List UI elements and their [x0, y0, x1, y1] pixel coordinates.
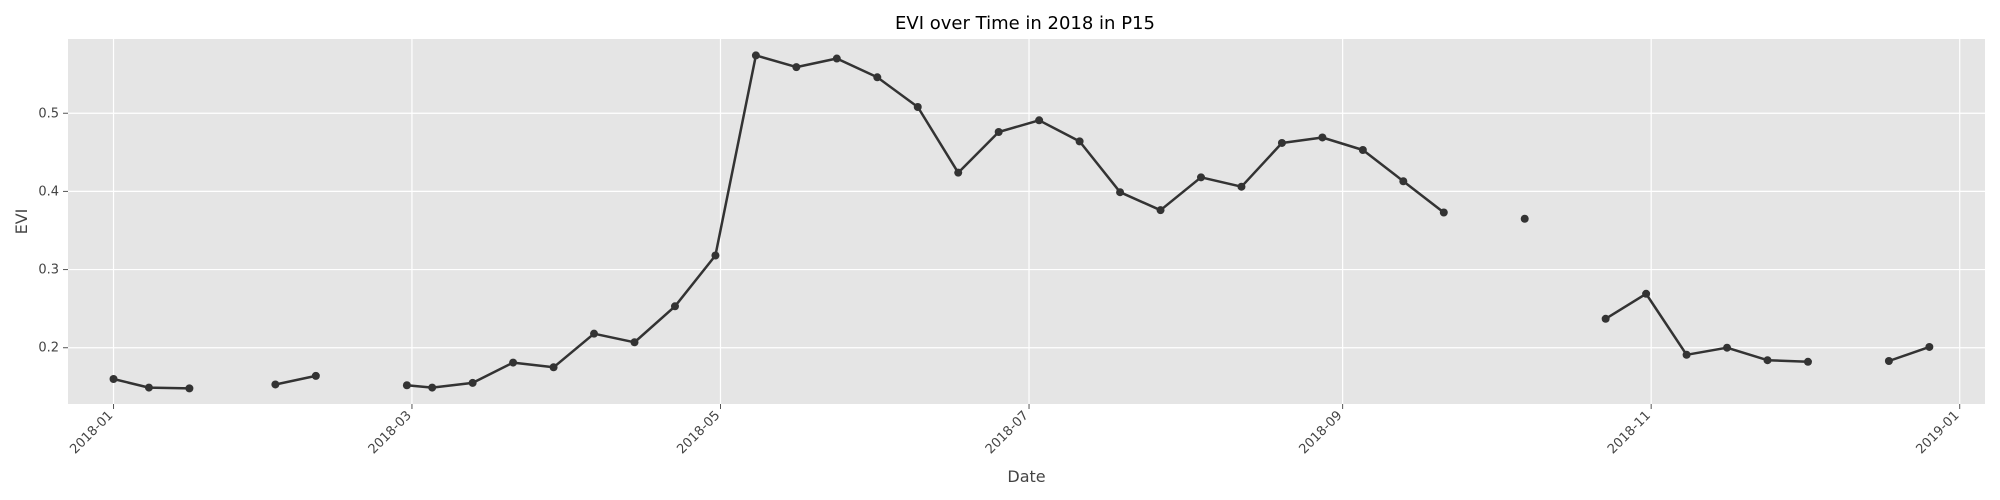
data-point	[792, 63, 801, 72]
data-point	[428, 383, 437, 392]
data-point	[670, 302, 679, 311]
data-point	[1763, 356, 1772, 365]
data-point	[1399, 177, 1408, 186]
data-point	[402, 381, 411, 390]
data-point	[1601, 314, 1610, 323]
data-point	[1156, 206, 1165, 215]
data-point	[1884, 357, 1893, 366]
data-point	[468, 378, 477, 387]
series-line	[275, 374, 317, 386]
evi-series	[109, 51, 1934, 393]
data-point	[1277, 138, 1286, 147]
data-point	[1925, 342, 1934, 351]
series-line	[1604, 292, 1809, 364]
data-point	[185, 384, 194, 393]
y-axis-label: EVI	[12, 209, 31, 235]
x-axis-ticks: 2018-01 2018-03 2018-05 2018-07 2018-09 2018-…	[67, 404, 1963, 457]
x-tick-label: 2018-05	[674, 408, 723, 457]
data-point	[913, 102, 922, 111]
series-line	[1888, 345, 1930, 363]
x-tick-label: 2018-11	[1605, 408, 1654, 457]
data-point	[1723, 343, 1732, 352]
x-tick-label: 2018-07	[983, 408, 1032, 457]
data-point	[1318, 133, 1327, 142]
data-point	[1803, 357, 1812, 366]
x-tick-label: 2018-03	[366, 408, 415, 457]
y-tick-label: 0.2	[38, 341, 59, 356]
data-point	[109, 374, 118, 383]
plot-area	[68, 39, 1985, 404]
data-point	[549, 363, 558, 372]
data-point	[1642, 289, 1651, 298]
data-point	[271, 380, 280, 389]
x-tick-label: 2019-01	[1914, 408, 1963, 457]
data-point	[590, 329, 599, 338]
data-point	[832, 54, 841, 63]
data-point	[1358, 145, 1367, 154]
data-point	[873, 73, 882, 82]
y-tick-label: 0.4	[38, 184, 59, 199]
data-point	[711, 251, 720, 260]
data-point	[509, 358, 518, 367]
data-point	[630, 338, 639, 347]
data-point	[1682, 350, 1691, 359]
data-point	[1035, 116, 1044, 125]
data-point	[1075, 137, 1084, 146]
data-point	[1520, 214, 1529, 223]
x-tick-label: 2018-01	[67, 408, 116, 457]
data-point	[311, 371, 320, 380]
grid-lines	[68, 39, 1985, 404]
data-point	[1116, 188, 1125, 197]
data-point	[144, 383, 153, 392]
y-axis-ticks: 0.2 0.3 0.4 0.5	[38, 106, 68, 356]
chart-title: EVI over Time in 2018 in P15	[895, 13, 1155, 34]
y-tick-label: 0.3	[38, 263, 59, 278]
data-point	[751, 51, 760, 60]
data-point	[1197, 173, 1206, 182]
data-point	[1439, 208, 1448, 217]
y-tick-label: 0.5	[38, 106, 59, 121]
x-tick-label: 2018-09	[1296, 408, 1345, 457]
data-point	[954, 168, 963, 177]
data-point	[994, 128, 1003, 137]
data-point	[1237, 182, 1246, 191]
x-axis-label: Date	[1007, 467, 1045, 486]
